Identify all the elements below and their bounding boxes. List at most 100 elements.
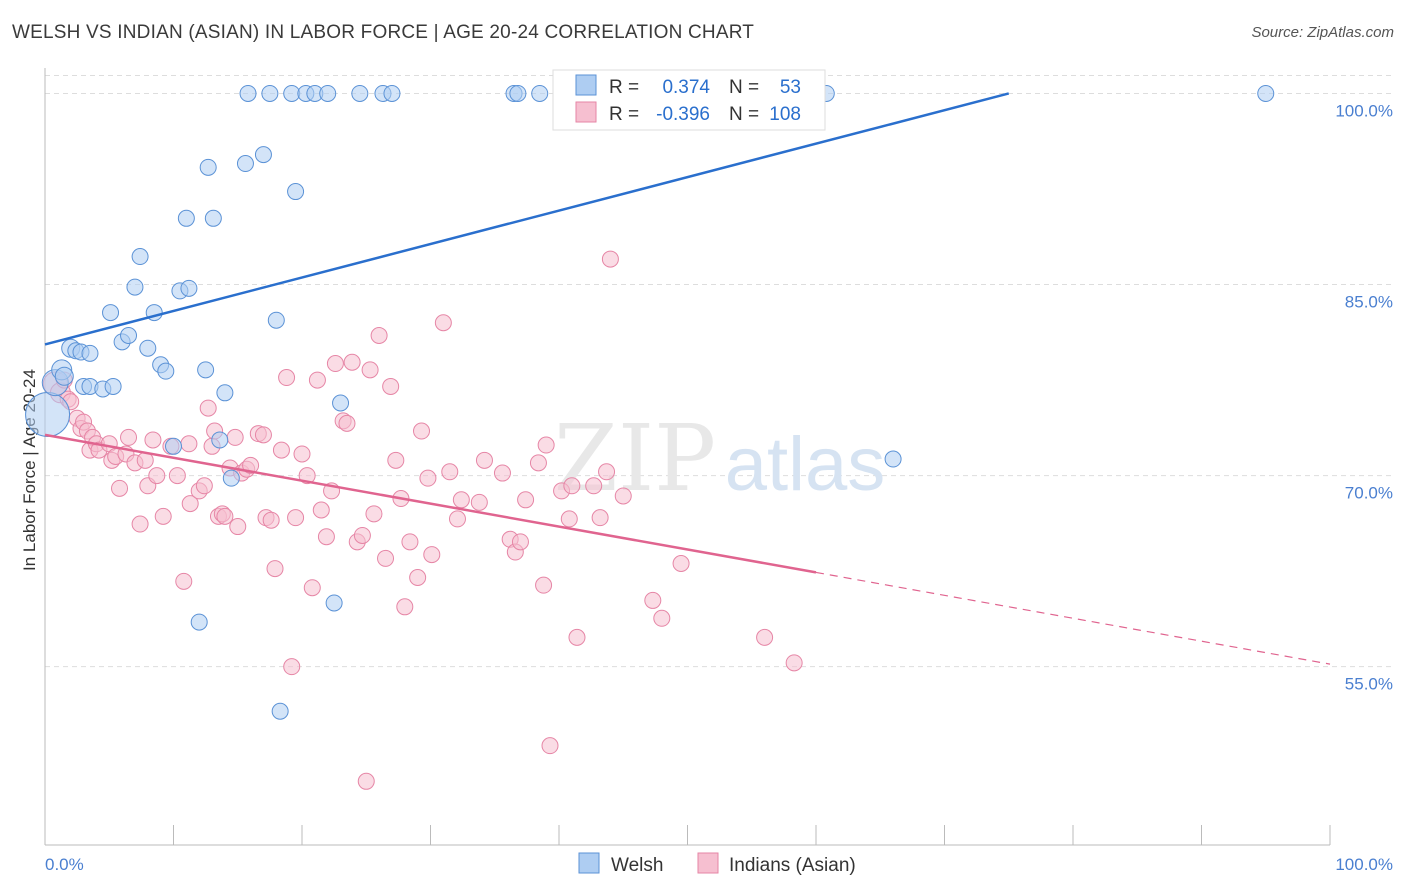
indian-point: [361, 361, 379, 379]
welsh-point: [509, 84, 527, 102]
indian-point: [278, 369, 296, 387]
welsh-point: [254, 146, 272, 164]
y-tick-labels: 55.0% 70.0% 85.0% 100.0%: [1335, 101, 1393, 693]
indian-point: [511, 533, 529, 551]
indian-point: [377, 549, 395, 567]
indian-point: [365, 505, 383, 523]
welsh-point: [165, 437, 182, 455]
indian-point: [672, 554, 690, 572]
indian-trend-line-dashed: [815, 571, 1331, 665]
indian-point: [175, 572, 193, 590]
welsh-point: [131, 248, 149, 266]
welsh-points: [25, 84, 1275, 720]
welsh-point: [177, 209, 195, 227]
welsh-point: [236, 155, 254, 173]
x-tick-label-min: 0.0%: [45, 855, 84, 874]
welsh-point: [1257, 84, 1275, 102]
source-label: Source: ZipAtlas.com: [1251, 24, 1394, 41]
indian-point: [470, 493, 488, 511]
legend-swatch-welsh: [575, 74, 597, 96]
indian-point: [303, 579, 321, 597]
indian-point: [475, 451, 493, 469]
indian-point: [180, 435, 198, 453]
indian-point: [493, 464, 511, 482]
indian-point: [441, 463, 459, 481]
legend-n-label-indian: N =: [729, 104, 759, 125]
indian-point: [419, 469, 437, 487]
welsh-point: [332, 394, 350, 412]
welsh-point: [531, 84, 549, 102]
welsh-point: [287, 183, 305, 201]
indian-point: [535, 576, 553, 594]
welsh-point: [190, 613, 208, 631]
indian-point: [387, 451, 405, 469]
indian-point: [382, 377, 400, 395]
indian-point: [111, 479, 129, 497]
bottom-legend-swatch-indian: [697, 852, 719, 874]
indian-point: [168, 467, 186, 485]
indian-point: [537, 436, 555, 454]
indian-point: [434, 314, 452, 332]
bottom-legend-label-indian: Indians (Asian): [729, 855, 856, 876]
indian-point: [287, 509, 305, 527]
indian-point: [216, 507, 234, 525]
indian-point: [653, 609, 671, 627]
bottom-legend: Welsh Indians (Asian): [578, 852, 856, 876]
watermark: ZIP atlas: [554, 405, 885, 512]
trend-lines: [44, 92, 1331, 665]
indian-point: [254, 426, 272, 444]
welsh-point: [271, 702, 289, 720]
indian-point: [591, 509, 609, 527]
indian-point: [293, 445, 311, 463]
indian-point: [229, 518, 247, 536]
welsh-point: [239, 84, 257, 102]
welsh-point: [126, 278, 144, 296]
y-tick-label: 55.0%: [1345, 675, 1393, 694]
legend-box: R = 0.374 N = 53 R = -0.396 N = 108: [552, 69, 826, 131]
indian-point: [452, 491, 470, 509]
welsh-point: [199, 158, 217, 176]
welsh-point: [81, 344, 99, 362]
indian-point: [401, 533, 419, 551]
indian-point: [131, 515, 149, 533]
indian-point: [756, 628, 774, 646]
indian-point: [283, 658, 301, 676]
indian-point: [272, 441, 290, 459]
legend-n-value-indian: 108: [769, 104, 801, 125]
legend-swatch-indian: [575, 101, 597, 123]
y-tick-label: 70.0%: [1345, 484, 1393, 503]
indian-point: [242, 456, 260, 474]
welsh-point: [216, 384, 234, 402]
indian-point: [568, 628, 586, 646]
legend-r-label-welsh: R =: [609, 77, 639, 98]
y-tick-label: 100.0%: [1335, 101, 1393, 120]
legend-r-value-indian: -0.396: [656, 104, 710, 125]
indian-point: [409, 569, 427, 587]
indian-point: [262, 511, 280, 529]
legend-n-value-welsh: 53: [780, 77, 801, 98]
welsh-point: [54, 366, 74, 386]
welsh-point: [139, 339, 157, 357]
indian-point: [266, 560, 284, 578]
indian-point: [517, 491, 535, 509]
indian-point: [396, 598, 414, 616]
welsh-point: [267, 311, 285, 329]
welsh-point: [351, 84, 369, 102]
indian-point: [357, 772, 375, 790]
legend-n-label-welsh: N =: [729, 77, 759, 98]
indian-point: [413, 422, 431, 440]
indian-point: [154, 507, 172, 525]
indian-point: [199, 399, 217, 417]
indian-point: [541, 737, 559, 755]
indian-point: [598, 463, 616, 481]
welsh-point: [383, 84, 401, 102]
indian-point: [148, 467, 166, 485]
bottom-legend-swatch-welsh: [578, 852, 600, 874]
welsh-point: [102, 304, 120, 322]
indian-point: [353, 526, 371, 544]
x-ticks: [44, 825, 1331, 845]
welsh-point: [204, 209, 222, 227]
indian-point: [560, 510, 578, 528]
welsh-point: [211, 431, 229, 449]
